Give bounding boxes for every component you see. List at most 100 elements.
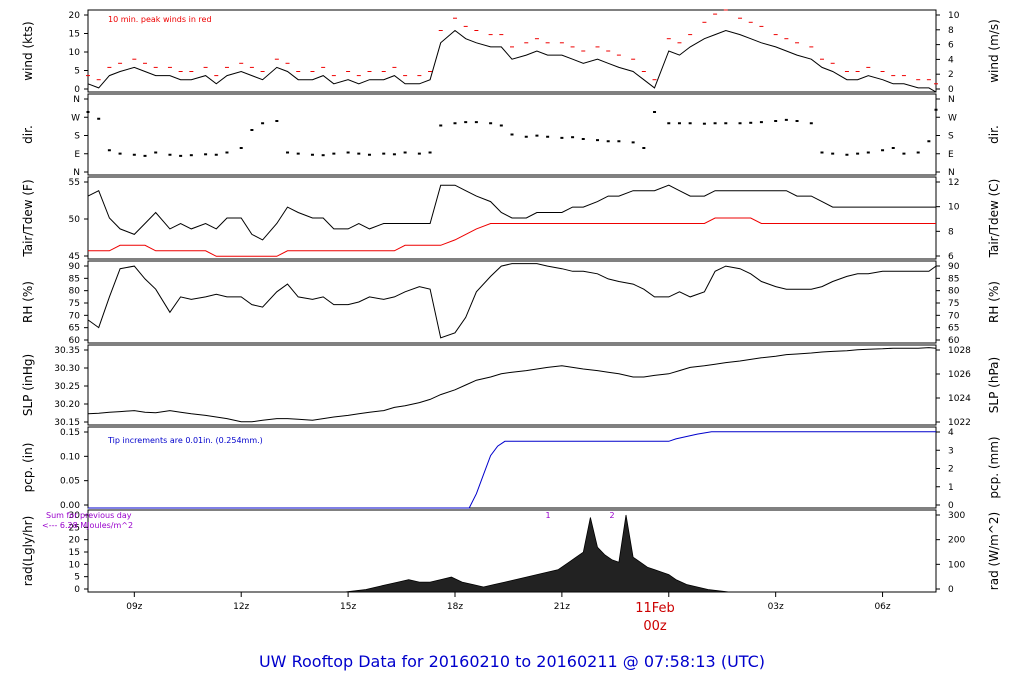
dir-point	[820, 151, 824, 154]
dir-point	[261, 122, 265, 125]
ytick-right-label: 65	[948, 324, 959, 334]
x-tick-label: 06z	[874, 602, 890, 612]
ytick-left-label: 15	[69, 30, 80, 40]
ytick-right-label: 0	[948, 585, 954, 595]
dir-point	[499, 124, 503, 127]
dir-point	[382, 152, 386, 155]
dir-point	[154, 151, 158, 154]
panel-pcp: pcp. (in) pcp. (mm) 0.00 0.05 0.10 0.15 0 1 2 3 4 T…	[21, 426, 1001, 511]
dir-point	[902, 152, 906, 155]
dir-point	[642, 147, 646, 149]
ylabel-left-temp: Tair/Tdew (F)	[21, 179, 35, 257]
dir-point	[774, 120, 778, 122]
ytick-left-label: 30	[69, 511, 81, 521]
ytick-left-label: 0.00	[60, 501, 80, 511]
dir-point	[713, 122, 717, 125]
dir-point	[702, 122, 706, 125]
dir-point	[934, 108, 938, 111]
ytick-right-label: 0	[948, 501, 954, 511]
dir-point	[275, 120, 279, 122]
dir-point	[571, 136, 575, 139]
series-line-wind-0	[87, 29, 937, 93]
x-axis: 09z 12z 15z 18z 21z 03z 06z	[126, 592, 891, 612]
dir-point	[367, 153, 371, 156]
panel-temp: Tair/Tdew (F) Tair/Tdew (C) 45 50 55 6 8 10 12	[21, 176, 1001, 262]
dir-point	[677, 122, 681, 125]
ylabel-right-dir: dir.	[987, 125, 1001, 144]
dir-point	[653, 111, 657, 113]
dir-point	[891, 147, 895, 149]
x-tick-label: 15z	[340, 602, 356, 612]
ytick-left-label: 30.35	[54, 346, 80, 356]
series-line-slp-0	[87, 347, 937, 423]
ylabel-right-rad: rad (W/m^2)	[987, 512, 1001, 590]
dir-point	[107, 149, 111, 152]
ytick-left-label: 65	[69, 324, 80, 334]
dir-point	[831, 152, 835, 155]
ytick-right-label: W	[948, 113, 957, 123]
ylabel-left-dir: dir.	[21, 125, 35, 144]
ytick-left-label: 80	[69, 287, 81, 297]
panel-frame-dir	[87, 93, 937, 176]
ytick-right-label: 1	[948, 483, 954, 493]
dir-point	[250, 129, 254, 131]
ytick-right-label: 6	[948, 41, 954, 51]
panel-frame-slp	[87, 344, 937, 426]
dir-point	[310, 153, 314, 156]
ylabel-left-rad: rad(Lgly/hr)	[21, 516, 35, 587]
ytick-left-label: 75	[69, 299, 80, 309]
ylabel-left-slp: SLP (inHg)	[21, 354, 35, 416]
rad-annotation: Sum for previous day	[46, 511, 132, 520]
ytick-right-label: 1026	[948, 370, 971, 380]
ytick-left-label: N	[73, 168, 80, 178]
ytick-left-label: 20	[69, 536, 81, 546]
ytick-left-label: 30.25	[54, 382, 80, 392]
ytick-left-label: 30.15	[54, 418, 80, 428]
ytick-right-label: 10	[948, 11, 960, 21]
ytick-right-label: 60	[948, 336, 960, 346]
date-marker-sub: 00z	[643, 619, 667, 634]
ytick-right-label: 0	[948, 85, 954, 95]
dir-point	[546, 135, 550, 138]
ytick-left-label: 0.10	[60, 452, 80, 462]
dir-point	[453, 122, 457, 125]
x-tick-label: 09z	[126, 602, 142, 612]
dir-point	[417, 152, 421, 155]
ytick-left-label: S	[74, 132, 80, 142]
ytick-left-label: 0.05	[60, 477, 80, 487]
dir-point	[321, 154, 325, 157]
ytick-left-label: 90	[69, 262, 81, 272]
ytick-right-label: 12	[948, 178, 959, 188]
rad-peak-label-1: 1	[545, 511, 550, 520]
ytick-left-label: 85	[69, 274, 80, 284]
ytick-left-label: N	[73, 95, 80, 105]
x-tick-label: 18z	[447, 602, 463, 612]
ylabel-right-rh: RH (%)	[987, 281, 1001, 323]
dir-point	[688, 122, 692, 125]
dir-point	[560, 136, 564, 139]
ytick-right-label: 75	[948, 299, 959, 309]
ytick-left-label: 0	[74, 85, 80, 95]
ytick-left-label: 10	[69, 560, 81, 570]
wind-annotation: 10 min. peak winds in red	[108, 15, 212, 24]
panel-frame-pcp	[87, 426, 937, 509]
dir-point	[474, 121, 478, 124]
ytick-right-label: S	[948, 132, 954, 142]
rad-annotation-2: <--- 6.28 MJoules/m^2	[42, 521, 133, 530]
dir-point	[524, 135, 528, 138]
dir-point	[439, 124, 443, 127]
ytick-right-label: N	[948, 168, 955, 178]
ytick-left-label: E	[74, 150, 80, 160]
ytick-right-label: 3	[948, 446, 954, 456]
ytick-right-label: 85	[948, 274, 959, 284]
ytick-left-label: 0.15	[60, 428, 80, 438]
panel-frame-temp	[87, 176, 937, 260]
dir-point	[784, 118, 788, 121]
x-tick-label: 21z	[554, 602, 570, 612]
ytick-right-label: 70	[948, 311, 960, 321]
dir-point	[795, 120, 799, 122]
ytick-left-label: 20	[69, 11, 81, 21]
dir-point	[118, 152, 122, 155]
